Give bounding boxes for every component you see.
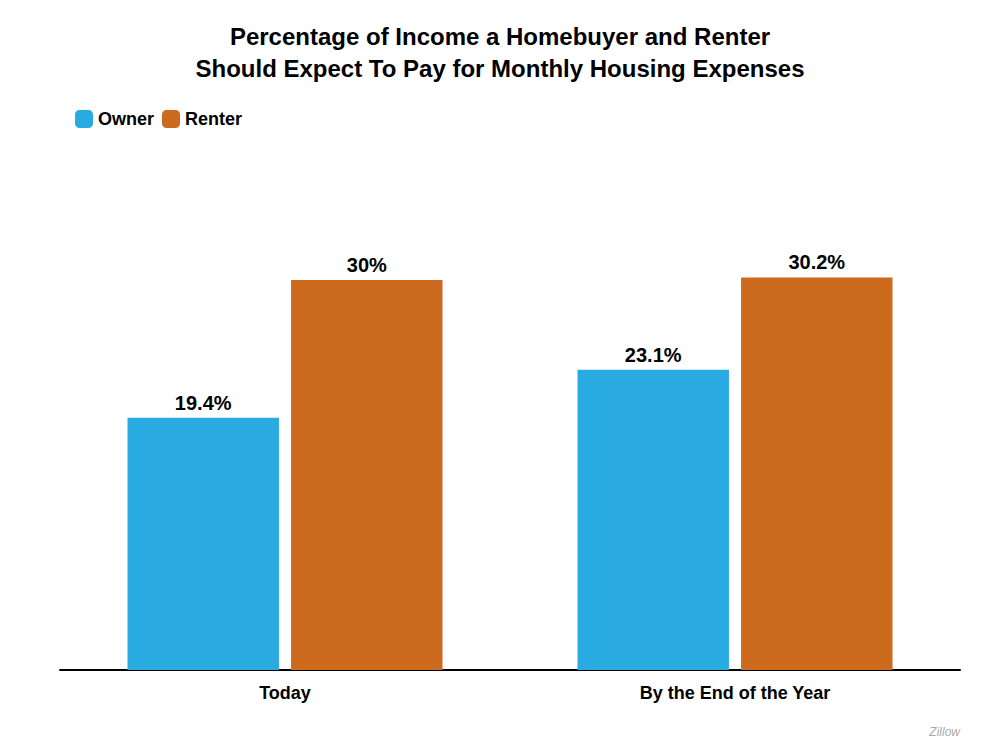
svg-text:23.1%: 23.1%: [625, 344, 682, 366]
svg-text:Owner: Owner: [98, 109, 154, 129]
svg-text:30.2%: 30.2%: [788, 251, 845, 273]
svg-text:Should Expect To Pay for Month: Should Expect To Pay for Monthly Housing…: [196, 55, 805, 82]
svg-text:By the End of the Year: By the End of the Year: [640, 683, 831, 703]
svg-text:Today: Today: [259, 683, 311, 703]
svg-text:Percentage of Income a Homebuy: Percentage of Income a Homebuyer and Ren…: [230, 23, 770, 50]
svg-text:30%: 30%: [347, 254, 387, 276]
svg-text:19.4%: 19.4%: [175, 392, 232, 414]
svg-text:Zillow: Zillow: [928, 725, 961, 739]
svg-text:Renter: Renter: [185, 109, 242, 129]
